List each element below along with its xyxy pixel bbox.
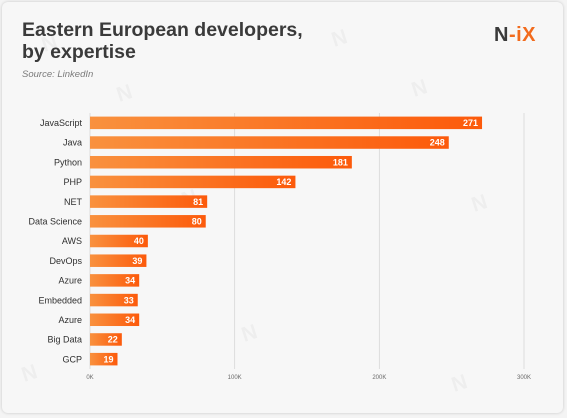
x-tick-label: 100K: [228, 375, 242, 381]
bar: [90, 116, 483, 130]
category-label: Embedded: [38, 295, 82, 305]
bar: [90, 234, 148, 248]
category-label: Azure: [58, 276, 82, 286]
bar-value-label: 22: [108, 335, 118, 345]
category-label: Azure: [58, 315, 82, 325]
category-label: JavaScript: [40, 118, 83, 128]
x-tick-label: 300K: [517, 375, 531, 381]
bar: [90, 352, 118, 366]
bar-value-label: 34: [125, 315, 135, 325]
x-axis-ticks: 0K 100K 200K 300K: [86, 375, 531, 381]
category-label: AWS: [62, 236, 82, 246]
bar-value-label: 80: [192, 217, 202, 227]
bar-value-label: 181: [333, 157, 348, 167]
category-labels: JavaScript Java Python PHP NET Data Science AW…: [28, 118, 82, 364]
bar-value-label: 33: [124, 295, 134, 305]
bar-value-label: 34: [125, 276, 135, 286]
bar: [90, 313, 140, 327]
bar-value-label: 19: [103, 354, 113, 364]
chart-title: Eastern European developers, by expertis…: [22, 19, 303, 63]
x-tick-label: 200K: [372, 375, 386, 381]
bar-value-label: 271: [463, 118, 478, 128]
category-label: NET: [64, 197, 83, 207]
bar: [90, 274, 140, 287]
category-label: Java: [63, 138, 82, 148]
bar-chart: 271 248 181 142 81 80 40 39 34 33 34 22 19 JavaScrip…: [28, 113, 531, 381]
x-tick-label: 0K: [86, 375, 93, 381]
category-label: Python: [54, 157, 82, 167]
bar-value-label: 248: [430, 138, 445, 148]
bar: [90, 293, 138, 307]
bars: 271 248 181 142 81 80 40 39 34 33 34 22 19: [90, 116, 483, 366]
bar-value-label: 142: [276, 177, 291, 187]
bar: [90, 333, 122, 346]
grid-lines: [89, 113, 525, 369]
bar-value-label: 81: [193, 197, 203, 207]
bar: [90, 155, 352, 169]
brand-logo: N-iX: [494, 24, 536, 47]
category-label: DevOps: [49, 256, 82, 266]
bar: [90, 175, 296, 189]
category-label: Big Data: [47, 335, 82, 345]
category-label: GCP: [62, 354, 82, 364]
bar: [90, 195, 208, 208]
chart-source: Source: LinkedIn: [22, 69, 94, 80]
logo-letter: N: [494, 24, 509, 46]
bar: [90, 254, 147, 267]
bar: [90, 215, 206, 228]
logo-suffix: -iX: [508, 24, 537, 46]
bar-value-label: 40: [134, 236, 144, 246]
chart-card: N N N N N N N N N Eastern European devel…: [2, 2, 563, 413]
bar-value-label: 39: [132, 256, 142, 266]
category-label: Data Science: [28, 217, 82, 227]
category-label: PHP: [63, 177, 82, 187]
bar: [90, 136, 449, 149]
